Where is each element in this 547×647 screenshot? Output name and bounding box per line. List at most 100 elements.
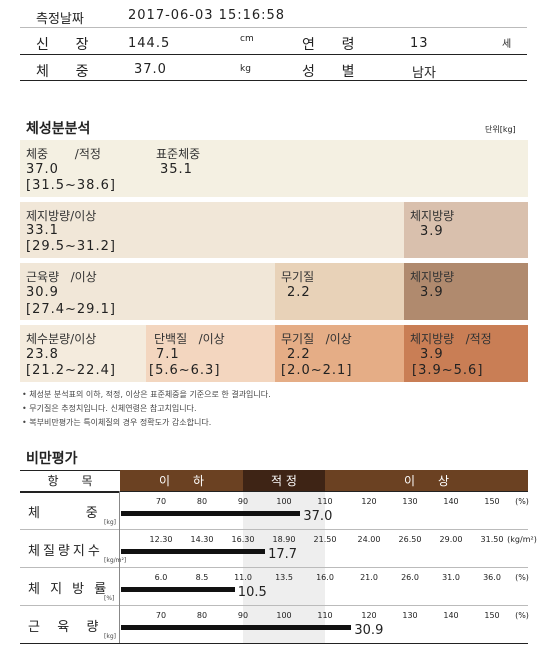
ffm-cell: 제지방량/이상 33.1 [29.5~31.2]	[20, 202, 404, 258]
weight-cell-range: [31.5~38.6]	[26, 178, 116, 193]
axis-tick-label: 130	[402, 611, 418, 620]
obesity-row-unit: [%]	[104, 595, 115, 602]
mineral-cell-row3: 무기질 2.2	[275, 263, 404, 320]
age-unit: 세	[502, 39, 512, 50]
fat-label-row4: 체지방량 /적정	[410, 332, 492, 346]
fat-range-row4: [3.9~5.6]	[412, 363, 484, 378]
obesity-bar	[121, 587, 235, 592]
mineral-value-row3: 2.2	[287, 285, 311, 300]
muscle-cell: 근육량 /이상 30.9 [27.4~29.1]	[20, 263, 275, 320]
height-value: 144.5	[128, 36, 171, 51]
axis-tick-label: 6.0	[154, 573, 168, 582]
note-1: • 체성분 분석표의 이하, 적정, 이상은 표준체중을 기준으로 한 결과입니…	[22, 390, 271, 399]
axis-tick-label: 16.30	[231, 535, 255, 544]
axis-tick-label: 140	[443, 611, 459, 620]
obesity-row-label: 체질량지수	[28, 544, 103, 559]
axis-tick-label: 90	[237, 497, 249, 506]
weight-cell-label: 체중 /적정	[26, 147, 101, 161]
fat-cell-row4: 체지방량 /적정 3.9 [3.9~5.6]	[404, 325, 528, 382]
axis-tick-label: 16.0	[316, 573, 334, 582]
weight-cell: 체중 /적정 37.0 [31.5~38.6] 표준체중 35.1	[20, 140, 528, 197]
mineral-label-row4: 무기질 /이상	[281, 332, 352, 346]
protein-range: [5.6~6.3]	[149, 363, 221, 378]
fat-cell-row2: 체지방량 3.9	[404, 202, 528, 258]
height-label: 신 장	[36, 37, 89, 53]
axis-tick-label: 120	[361, 497, 377, 506]
obesity-bar-value: 17.7	[268, 547, 298, 562]
axis-tick-label: 26.0	[401, 573, 419, 582]
composition-unit: 단위[kg]	[485, 125, 516, 134]
col-item: 항 목	[20, 470, 120, 493]
axis-tick-label: 12.30	[149, 535, 173, 544]
water-label: 체수분량/이상	[26, 332, 97, 346]
axis-tick-label: 21.0	[360, 573, 378, 582]
axis-tick-label: 36.0	[483, 573, 501, 582]
water-range: [21.2~22.4]	[26, 363, 116, 378]
date-label: 측정날짜	[36, 12, 84, 27]
ffm-value: 33.1	[26, 223, 59, 238]
age-value: 13	[410, 36, 429, 51]
muscle-value: 30.9	[26, 285, 59, 300]
mineral-value-row4: 2.2	[287, 347, 311, 362]
water-value: 23.8	[26, 347, 59, 362]
axis-tick-label: 100	[276, 611, 292, 620]
obesity-header: 항 목 이 하 적 정 이 상	[20, 470, 528, 493]
axis-tick-label: 150	[484, 611, 500, 620]
water-cell: 체수분량/이상 23.8 [21.2~22.4]	[20, 325, 146, 382]
muscle-label: 근육량 /이상	[26, 270, 97, 284]
obesity-bar	[121, 511, 301, 516]
axis-tick-label: 26.50	[398, 535, 422, 544]
axis-tick-label: 150	[484, 497, 500, 506]
ffm-range: [29.5~31.2]	[26, 239, 116, 254]
weight-value: 37.0	[134, 62, 167, 77]
fat-value-row4: 3.9	[420, 347, 444, 362]
obesity-bar-value: 30.9	[354, 623, 384, 638]
note-2: • 무기질은 추정치입니다. 신체연령은 참고치입니다.	[22, 404, 197, 413]
fat-value-row2: 3.9	[420, 224, 444, 239]
note-3: • 복부비만평가는 특이체질의 경우 정확도가 감소합니다.	[22, 418, 212, 427]
age-label: 연 령	[302, 37, 355, 53]
obesity-row-unit: [kg/m²]	[104, 557, 127, 564]
mineral-range-row4: [2.0~2.1]	[281, 363, 353, 378]
axis-tick-label: 29.00	[439, 535, 463, 544]
axis-tick-label: 24.00	[357, 535, 381, 544]
axis-tick-label: 70	[155, 611, 167, 620]
axis-tick-label: 18.90	[272, 535, 296, 544]
axis-unit-label: (kg/m²)	[507, 535, 537, 544]
axis-tick-label: 130	[402, 497, 418, 506]
col-low: 이 하	[120, 470, 243, 491]
height-unit: cm	[240, 34, 254, 44]
axis-tick-label: 120	[361, 611, 377, 620]
fat-label-row3: 체지방량	[410, 270, 455, 284]
obesity-row-unit: [kg]	[104, 519, 116, 526]
mineral-cell-row4: 무기질 /이상 2.2 [2.0~2.1]	[275, 325, 404, 382]
obesity-bar	[121, 549, 266, 554]
obesity-title: 비만평가	[26, 451, 78, 467]
fat-cell-row3: 체지방량 3.9	[404, 263, 528, 320]
axis-tick-label: 31.50	[480, 535, 504, 544]
composition-title: 체성분분석	[26, 121, 91, 137]
axis-tick-label: 110	[317, 497, 333, 506]
obesity-bar	[121, 625, 352, 630]
axis-tick-label: 8.5	[195, 573, 209, 582]
obesity-row-unit: [kg]	[104, 633, 116, 640]
protein-label: 단백질 /이상	[154, 332, 225, 346]
weight-label: 체 중	[36, 64, 89, 80]
sex-label: 성 별	[302, 64, 355, 80]
axis-tick-label: 21.50	[313, 535, 337, 544]
axis-unit-label: (%)	[515, 573, 529, 582]
obesity-row-label: 체 지 방 률	[28, 582, 110, 597]
weight-cell-value: 37.0	[26, 162, 59, 177]
axis-tick-label: 13.5	[275, 573, 293, 582]
axis-unit-label: (%)	[515, 497, 529, 506]
axis-tick-label: 80	[196, 497, 208, 506]
axis-tick-label: 14.30	[190, 535, 214, 544]
obesity-row-label: 체 중	[28, 506, 101, 521]
weight-unit: kg	[240, 64, 251, 74]
axis-unit-label: (%)	[515, 611, 529, 620]
protein-cell: 단백질 /이상 7.1 [5.6~6.3]	[146, 325, 275, 382]
axis-tick-label: 90	[237, 611, 249, 620]
axis-tick-label: 100	[276, 497, 292, 506]
sex-value: 남자	[412, 66, 436, 81]
date-value: 2017-06-03 15:16:58	[128, 8, 286, 23]
